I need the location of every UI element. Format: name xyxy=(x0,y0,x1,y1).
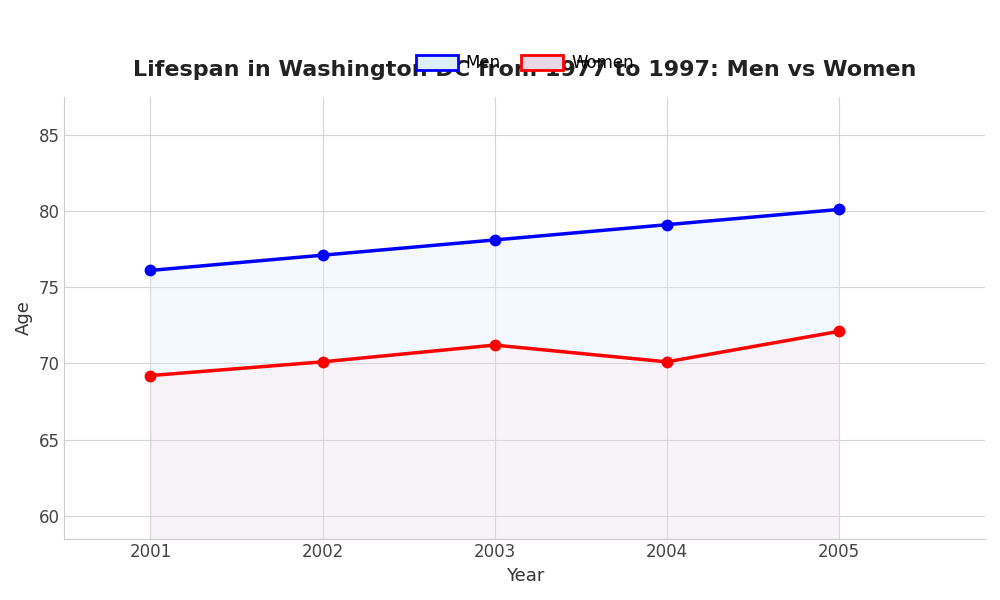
Y-axis label: Age: Age xyxy=(15,300,33,335)
Legend: Men, Women: Men, Women xyxy=(409,47,640,79)
X-axis label: Year: Year xyxy=(506,567,544,585)
Title: Lifespan in Washington DC from 1977 to 1997: Men vs Women: Lifespan in Washington DC from 1977 to 1… xyxy=(133,60,916,80)
